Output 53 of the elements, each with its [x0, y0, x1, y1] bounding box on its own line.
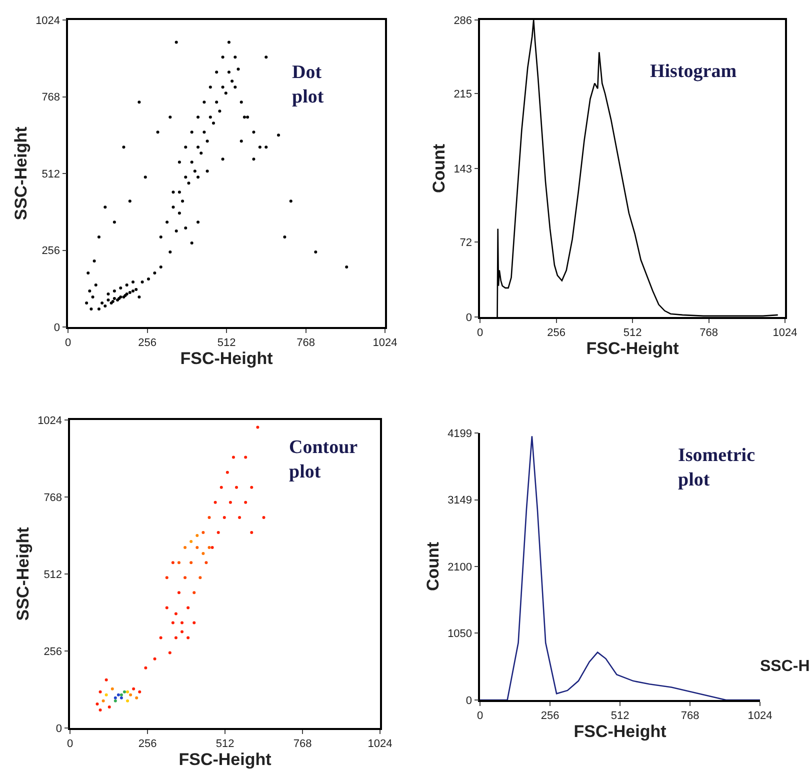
x-tick-label: 256 [540, 710, 560, 722]
y-axis-title: Count [424, 542, 443, 592]
x-axis-title: FSC-Height [178, 750, 272, 769]
x-axis-title: FSC-Height [574, 722, 667, 741]
y-tick-label: 256 [42, 245, 60, 258]
x-tick-label: 768 [293, 738, 312, 750]
annotation: Isometric plot [678, 445, 756, 491]
y-tick-label: 3149 [448, 494, 472, 507]
y-tick-label: 215 [454, 88, 472, 101]
y-tick-label: 0 [466, 312, 472, 324]
y-tick-label: 512 [44, 568, 62, 581]
y-tick-label: 768 [42, 92, 60, 104]
y-tick-label: 512 [42, 168, 60, 180]
x-tick-label: 256 [138, 738, 157, 750]
y-axis-title: SSC-Height [12, 126, 31, 220]
x-tick-label: 512 [216, 738, 234, 750]
x-tick-label: 768 [680, 710, 700, 722]
x-tick-label: 512 [217, 336, 236, 349]
x-tick-label: 0 [66, 738, 74, 750]
x-tick-label: 1024 [368, 738, 392, 750]
y-tick-label: 0 [466, 694, 472, 707]
x-tick-label: 0 [476, 326, 484, 339]
y-tick-label: 143 [454, 163, 472, 176]
y-tick-label: 1024 [38, 414, 62, 427]
annotation: SSC-H [760, 658, 810, 675]
x-tick-label: 0 [476, 710, 484, 722]
x-tick-label: 768 [700, 326, 718, 339]
x-tick-label: 1024 [772, 326, 798, 339]
y-axis-title: SSC-Height [14, 526, 33, 621]
y-tick-label: 768 [44, 492, 62, 504]
x-tick-label: 512 [610, 710, 630, 722]
y-tick-label: 4199 [448, 428, 472, 440]
y-tick-label: 1050 [448, 628, 472, 640]
x-tick-label: 1024 [372, 336, 398, 349]
y-axis-title: Count [430, 144, 449, 194]
x-tick-label: 1024 [748, 710, 772, 722]
y-tick-label: 2100 [448, 561, 472, 574]
y-tick-label: 286 [454, 14, 472, 27]
x-tick-label: 768 [296, 336, 315, 349]
y-tick-label: 72 [460, 237, 472, 250]
x-tick-label: 0 [64, 336, 72, 349]
annotation: Contour plot [289, 437, 358, 483]
line-series [480, 435, 760, 700]
y-tick-label: 0 [56, 722, 62, 735]
annotation: Dot plot [292, 62, 324, 108]
x-axis-title: FSC-Height [586, 338, 680, 358]
x-tick-label: 256 [547, 326, 566, 339]
x-tick-label: 512 [623, 326, 642, 339]
x-tick-label: 256 [138, 336, 156, 349]
annotation: Histogram [650, 61, 737, 82]
x-axis-title: FSC-Height [180, 348, 274, 368]
y-tick-label: 1024 [36, 14, 60, 27]
y-tick-label: 256 [44, 646, 62, 658]
